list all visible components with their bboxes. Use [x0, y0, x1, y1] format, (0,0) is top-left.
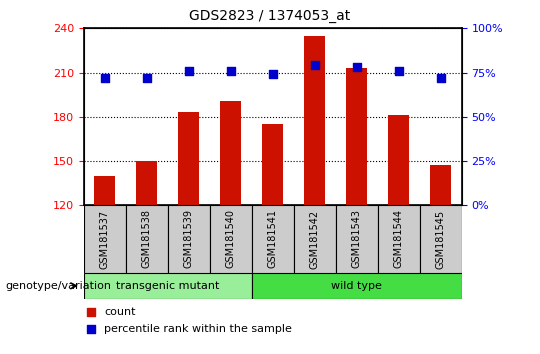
Bar	[168, 205, 210, 273]
Point	[268, 72, 277, 77]
Text: GSM181542: GSM181542	[310, 209, 320, 269]
Point	[87, 326, 96, 332]
Point	[226, 68, 235, 74]
Text: GSM181543: GSM181543	[352, 210, 362, 268]
Bar	[304, 36, 325, 205]
Text: GSM181537: GSM181537	[100, 209, 110, 269]
Point	[184, 68, 193, 74]
Bar	[294, 205, 336, 273]
Bar	[430, 166, 451, 205]
Text: GSM181539: GSM181539	[184, 210, 194, 268]
Text: GSM181538: GSM181538	[141, 210, 152, 268]
Text: GSM181544: GSM181544	[394, 210, 404, 268]
Bar	[420, 205, 462, 273]
Text: GDS2823 / 1374053_at: GDS2823 / 1374053_at	[190, 9, 350, 23]
Text: genotype/variation: genotype/variation	[5, 281, 111, 291]
Text: GSM181540: GSM181540	[226, 210, 235, 268]
Text: wild type: wild type	[331, 281, 382, 291]
Bar	[178, 113, 199, 205]
Point	[394, 68, 403, 74]
Bar	[262, 124, 283, 205]
Point	[353, 64, 361, 70]
Bar	[346, 68, 367, 205]
Bar	[252, 205, 294, 273]
Text: percentile rank within the sample: percentile rank within the sample	[105, 324, 292, 334]
Text: GSM181541: GSM181541	[268, 210, 278, 268]
Bar	[336, 205, 377, 273]
Bar	[210, 205, 252, 273]
Bar	[252, 273, 462, 299]
Text: count: count	[105, 307, 136, 317]
Text: GSM181545: GSM181545	[436, 209, 446, 269]
Point	[310, 63, 319, 68]
Bar	[84, 273, 252, 299]
Bar	[94, 176, 115, 205]
Bar	[220, 101, 241, 205]
Bar	[377, 205, 420, 273]
Bar	[126, 205, 168, 273]
Point	[436, 75, 445, 81]
Bar	[136, 161, 157, 205]
Bar	[84, 205, 126, 273]
Point	[100, 75, 109, 81]
Text: transgenic mutant: transgenic mutant	[116, 281, 219, 291]
Point	[87, 309, 96, 315]
Point	[143, 75, 151, 81]
Bar	[388, 115, 409, 205]
